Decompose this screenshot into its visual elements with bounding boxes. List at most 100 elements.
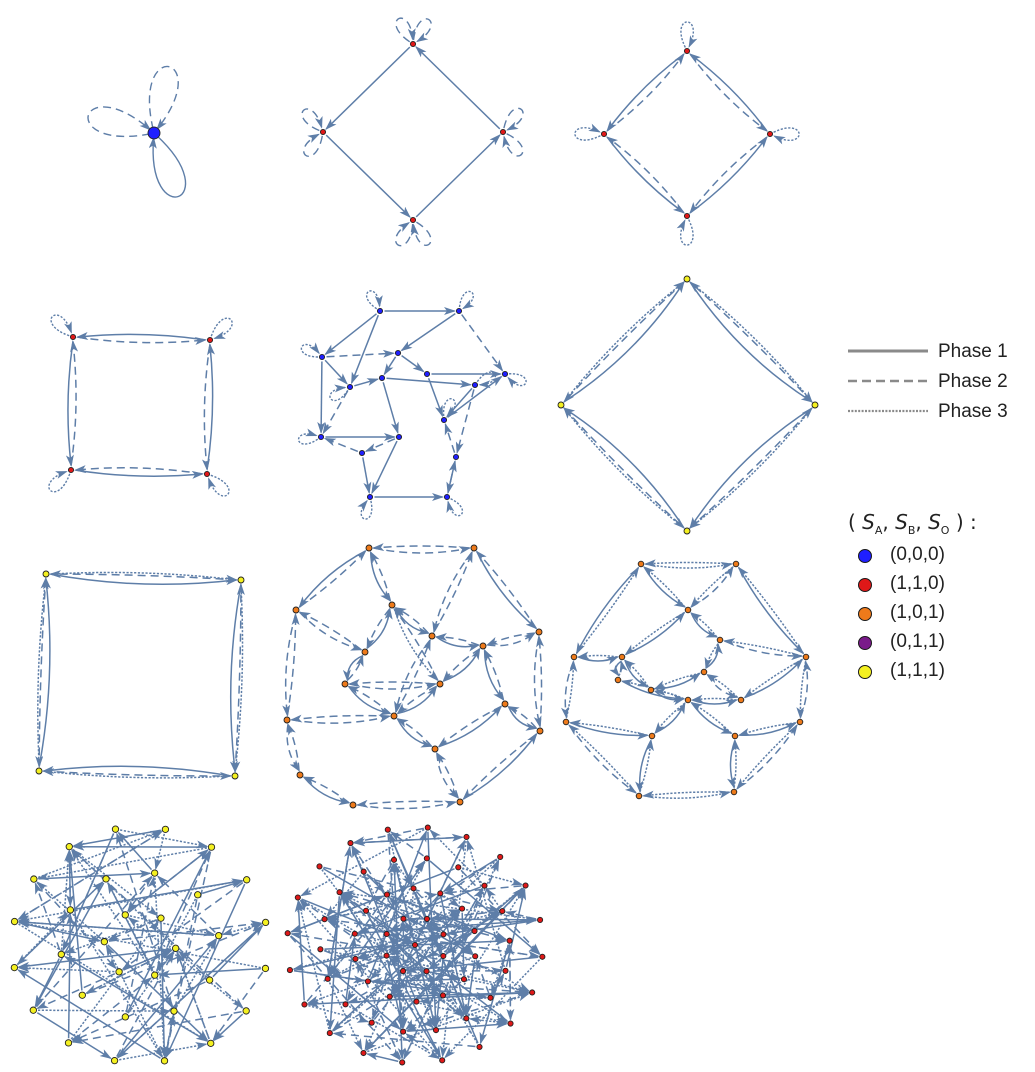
graph-node — [147, 126, 161, 140]
graph-node — [431, 745, 439, 753]
graph-node — [479, 642, 487, 650]
edge-dashed — [371, 980, 530, 996]
graph-node — [732, 560, 740, 568]
edge-solid — [367, 914, 441, 1059]
graph-node — [811, 401, 819, 409]
edge-dashed — [563, 407, 685, 529]
graph-node — [67, 466, 75, 474]
edge-solid — [689, 281, 814, 403]
graph-node — [423, 968, 430, 975]
edge-dashed — [706, 674, 739, 699]
edge-dashed — [298, 549, 367, 608]
edge-dotted — [466, 839, 506, 968]
graph-node — [614, 676, 622, 684]
edge-dashed — [418, 935, 442, 945]
edge-dashed — [690, 565, 734, 608]
graph-node — [341, 680, 349, 688]
edge-dashed — [116, 951, 175, 1057]
tuple-s-b: S — [895, 510, 908, 534]
self-loop-dotted — [365, 290, 383, 310]
edge-dotted — [306, 982, 365, 1004]
edge-dotted — [71, 849, 153, 972]
graph-node — [207, 843, 216, 851]
edge-dashed — [393, 607, 439, 681]
self-loop-dashed — [502, 133, 524, 157]
graph-node — [683, 275, 691, 283]
graph-node — [242, 1007, 250, 1015]
graph-node — [364, 978, 371, 985]
edge-solid — [38, 577, 51, 767]
graph-node — [501, 700, 509, 708]
edge-dotted — [342, 890, 537, 921]
graph-node — [292, 606, 300, 614]
edge-solid — [351, 314, 379, 385]
edge-solid — [692, 699, 738, 708]
edge-dotted — [324, 949, 462, 981]
self-loop-dashed — [412, 18, 432, 43]
graph-node — [110, 1056, 119, 1065]
edge-solid — [354, 378, 380, 387]
edge-solid — [606, 136, 686, 214]
edge-dashed — [35, 875, 153, 1008]
edge-solid — [690, 702, 733, 735]
graph-node — [383, 891, 391, 898]
graph-node — [347, 840, 354, 847]
edge-dashed — [475, 550, 537, 629]
edge-solid — [606, 53, 685, 133]
self-loop-dashed — [148, 65, 179, 131]
edge-dashed — [49, 570, 237, 581]
graph-node — [111, 825, 120, 833]
edge-dotted — [64, 919, 157, 954]
graph-node — [424, 824, 431, 831]
graph-node — [460, 976, 468, 983]
graph-node — [683, 47, 691, 55]
legend-phase-3-label: Phase 3 — [938, 401, 1008, 422]
edge-solid — [362, 457, 372, 495]
edge-solid — [483, 650, 505, 701]
edge-solid — [643, 566, 687, 608]
edge-dashed — [346, 654, 364, 681]
self-loop-dotted — [446, 498, 464, 517]
edge-dotted — [119, 1042, 208, 1061]
graph-node — [57, 950, 65, 959]
edge-dotted — [232, 584, 244, 773]
edge-dashed — [287, 723, 300, 771]
edge-dashed — [433, 550, 473, 633]
edge-solid — [65, 341, 74, 467]
graph-9-polytope — [560, 559, 812, 800]
edge-dashed — [486, 632, 535, 646]
edge-dashed — [127, 876, 153, 913]
graph-node — [439, 992, 447, 999]
edge-dashed — [507, 706, 537, 729]
edge-solid — [563, 280, 685, 403]
edge-solid — [117, 831, 153, 871]
graph-node — [100, 938, 108, 946]
edge-dotted — [42, 768, 231, 779]
self-loop-dotted — [300, 342, 320, 358]
edge-dashed — [444, 422, 456, 453]
edge-dashed — [72, 849, 244, 1009]
edge-dashed — [568, 724, 638, 794]
edge-dashed — [724, 640, 804, 661]
edge-dotted — [732, 739, 741, 788]
edge-solid — [414, 891, 443, 954]
graph-node — [319, 128, 327, 136]
edge-dashed — [353, 827, 424, 845]
edge-solid — [325, 134, 411, 218]
edge-solid — [396, 718, 433, 748]
graph-node — [456, 798, 464, 806]
edge-dotted — [737, 566, 804, 654]
self-loop-dotted — [50, 314, 72, 337]
edge-dotted — [429, 829, 483, 884]
edge-dashed — [606, 52, 685, 132]
edge-dotted — [348, 1005, 440, 1060]
edge-solid — [459, 912, 468, 977]
edge-solid — [654, 701, 686, 734]
graph-node — [69, 333, 77, 341]
edge-dotted — [568, 724, 637, 794]
edge-solid — [705, 642, 723, 669]
edge-dashed — [74, 465, 203, 475]
graph-node — [766, 130, 774, 138]
edge-dashed — [323, 866, 500, 912]
edge-dashed — [36, 973, 116, 1009]
